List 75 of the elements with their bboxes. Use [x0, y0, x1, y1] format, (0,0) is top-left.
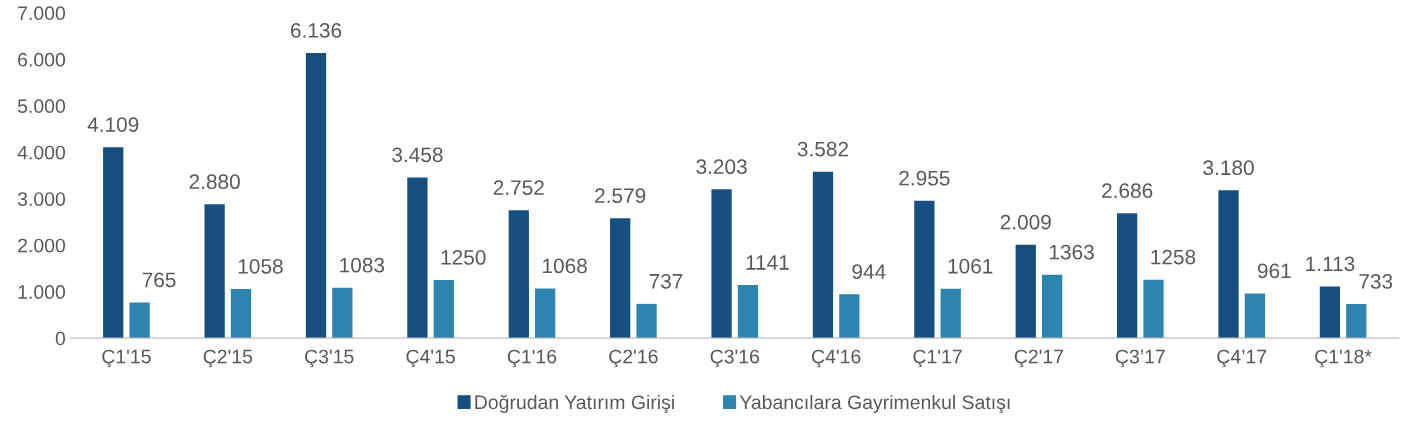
bar: [636, 303, 657, 339]
y-tick-label: 4.000: [17, 145, 66, 160]
bar: [1346, 304, 1367, 339]
x-tick-label: Ç1'17: [913, 349, 962, 368]
data-label: 961: [1257, 263, 1291, 279]
bar: [1143, 279, 1164, 339]
x-tick-label: Ç3'15: [305, 349, 354, 368]
bar: [1218, 190, 1239, 339]
x-tick-label: Ç1'18*: [1315, 349, 1372, 368]
x-tick-label: Ç1'15: [102, 349, 151, 368]
bar: [839, 294, 860, 339]
bar: [1041, 274, 1063, 339]
data-label: 3.582: [797, 141, 848, 157]
bar: [407, 177, 428, 339]
data-label: 1.113: [1306, 256, 1355, 272]
y-tick-label: 6.000: [18, 52, 66, 67]
bar: [204, 204, 225, 339]
y-tick-label: 2.000: [18, 238, 66, 253]
data-label: 3.203: [696, 159, 747, 175]
data-label: 2.955: [899, 170, 950, 186]
data-label: 733: [1359, 274, 1393, 289]
x-tick-label: Ç3'16: [710, 349, 759, 368]
bar: [1244, 293, 1266, 339]
data-label: 3.180: [1203, 160, 1254, 176]
y-tick-label: 3.000: [17, 192, 66, 206]
x-tick-label: Ç4'15: [406, 349, 455, 368]
bar: [1015, 244, 1036, 339]
bar: [1319, 286, 1341, 339]
bar: [103, 147, 124, 339]
x-tick-label: Ç4'16: [812, 349, 861, 368]
x-tick-label: Ç3’17: [1115, 349, 1165, 368]
data-label: 944: [852, 264, 886, 280]
bar: [1117, 213, 1138, 339]
data-label: 4.109: [87, 117, 139, 132]
bar: [305, 52, 327, 339]
data-label: 2.686: [1102, 183, 1153, 199]
legend-label: Yabancılara Gayrimenkul Satışı: [739, 394, 1010, 414]
x-tick-label: Ç2'16: [609, 349, 658, 368]
bar: [535, 288, 556, 339]
bar: [610, 218, 631, 339]
legend-label: Doğrudan Yatırım Girişi: [475, 394, 674, 414]
data-label: 765: [142, 272, 176, 288]
data-label: 737: [649, 273, 683, 289]
data-label: 1058: [238, 258, 283, 274]
data-label: 1068: [543, 258, 587, 274]
data-label: 1083: [340, 257, 385, 273]
y-tick-label: 1.000: [18, 285, 66, 299]
y-tick-label: 0: [55, 331, 66, 346]
y-tick-label: 7.000: [18, 6, 66, 21]
data-label: 2.752: [493, 180, 544, 196]
y-tick-label: 5.000: [17, 99, 66, 114]
bar: [940, 288, 961, 339]
x-tick-label: Ç2'15: [203, 349, 253, 368]
data-label: 3.458: [392, 147, 443, 163]
bar: [332, 287, 353, 339]
data-label: 1141: [746, 255, 789, 270]
bar: [433, 280, 454, 339]
x-tick-label: Ç4’17: [1217, 349, 1267, 368]
bar: [812, 171, 834, 339]
data-label: 2.880: [189, 174, 240, 190]
bar: [914, 200, 935, 339]
bar: [737, 285, 759, 339]
data-label: 6.136: [291, 23, 342, 38]
bar: [508, 210, 529, 339]
data-label: 1363: [1049, 244, 1094, 260]
bar: [129, 302, 150, 339]
bar: [230, 288, 252, 339]
data-label: 2.009: [1000, 214, 1051, 230]
data-label: 1258: [1151, 249, 1196, 265]
bar: [711, 189, 732, 339]
data-label: 2.579: [595, 188, 646, 204]
data-label: 1061: [948, 258, 993, 274]
x-tick-label: Ç2'17: [1014, 349, 1064, 368]
data-label: 1250: [441, 250, 486, 265]
x-tick-label: Ç1'16: [507, 349, 557, 368]
